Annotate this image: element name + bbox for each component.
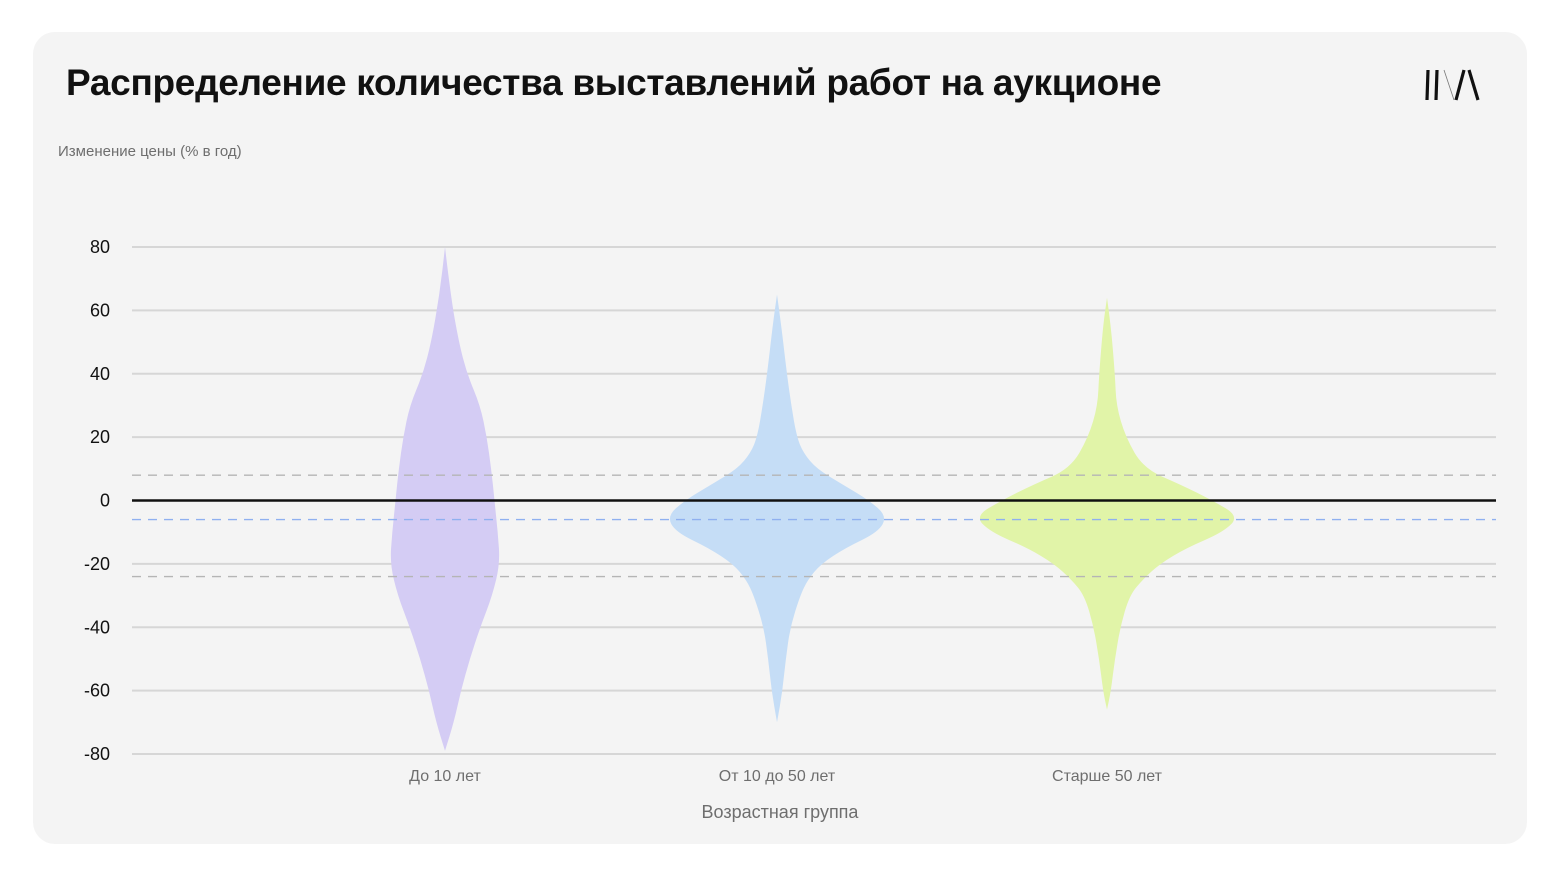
- brand-logo-icon: [1425, 69, 1480, 101]
- y-tick-labels: 80 60 40 20 0 -20 -40 -60 -80: [84, 237, 110, 764]
- y-tick-label: 40: [90, 364, 110, 384]
- x-category-label: Старше 50 лет: [1052, 768, 1163, 785]
- chart-title: Распределение количества выставлений раб…: [66, 62, 1162, 103]
- y-tick-label: 80: [90, 237, 110, 257]
- y-tick-label: 20: [90, 427, 110, 447]
- violins: [390, 247, 1235, 751]
- x-category-label: До 10 лет: [409, 768, 481, 785]
- violin-1: [390, 247, 500, 751]
- y-tick-label: -80: [84, 744, 110, 764]
- y-tick-label: 0: [100, 491, 110, 511]
- y-tick-label: -20: [84, 554, 110, 574]
- y-tick-label: 60: [90, 300, 110, 320]
- violin-2: [669, 294, 885, 723]
- reference-lines: [132, 474, 1496, 578]
- x-category-label: От 10 до 50 лет: [719, 768, 836, 785]
- y-tick-label: -60: [84, 681, 110, 701]
- violin-3: [979, 297, 1235, 710]
- y-tick-label: -40: [84, 617, 110, 637]
- x-axis-label: Возрастная группа: [702, 802, 860, 822]
- y-axis-label: Изменение цены (% в год): [58, 143, 242, 160]
- x-category-labels: До 10 лет От 10 до 50 лет Старше 50 лет: [409, 768, 1162, 785]
